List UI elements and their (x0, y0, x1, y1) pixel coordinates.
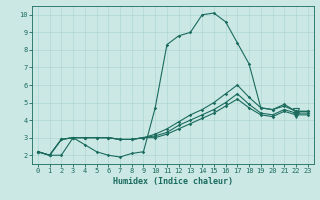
X-axis label: Humidex (Indice chaleur): Humidex (Indice chaleur) (113, 177, 233, 186)
